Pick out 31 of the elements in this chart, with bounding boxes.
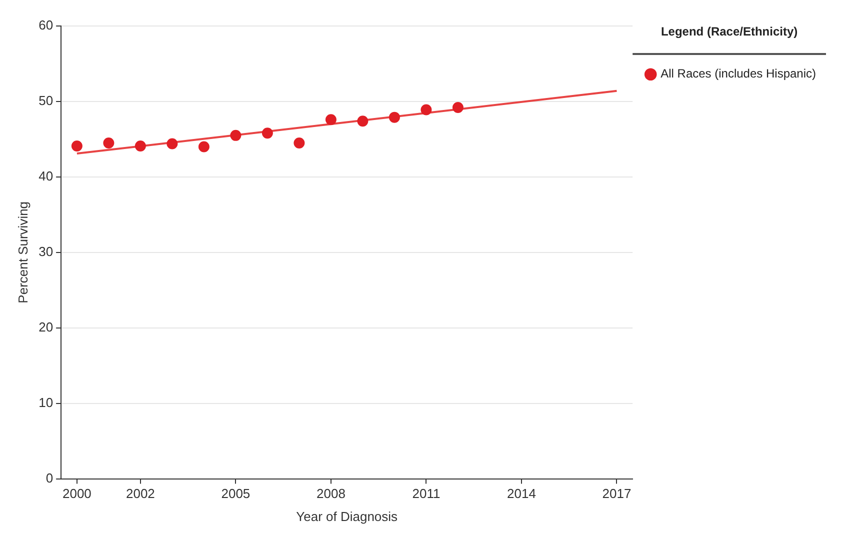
y-tick-label: 60 — [38, 18, 54, 33]
y-tick-label: 10 — [38, 394, 54, 410]
point — [325, 114, 336, 126]
y-tick-label: 0 — [46, 470, 54, 486]
point — [294, 137, 305, 148]
point — [452, 102, 464, 114]
x-axis-title: Year of Diagnosis — [296, 508, 398, 524]
x-tick-label: 2014 — [507, 486, 536, 502]
legend-title: Legend (Race/Ethnicity) — [660, 24, 798, 38]
point — [388, 112, 400, 123]
y-tick-label: 20 — [38, 319, 54, 334]
y-axis-title: Percent Surviving — [15, 201, 30, 304]
point — [134, 140, 146, 152]
point — [357, 116, 368, 127]
x-tick-label: 2008 — [316, 486, 346, 502]
y-tick-label: 40 — [38, 168, 54, 184]
x-tick-label: 2011 — [412, 486, 440, 502]
legend-label: All Races (includes Hispanic) — [660, 66, 816, 81]
point — [262, 128, 273, 139]
y-tick-label: 30 — [38, 244, 54, 259]
point — [166, 138, 178, 150]
x-tick-label: 2017 — [602, 486, 632, 502]
point — [103, 137, 114, 148]
x-tick-label: 2005 — [221, 486, 250, 502]
x-tick-label: 2000 — [62, 486, 92, 502]
point — [198, 141, 210, 152]
point — [230, 130, 242, 141]
point — [420, 104, 432, 116]
point — [71, 140, 82, 152]
x-tick-label: 2002 — [126, 486, 155, 502]
y-tick-label: 50 — [38, 93, 54, 108]
